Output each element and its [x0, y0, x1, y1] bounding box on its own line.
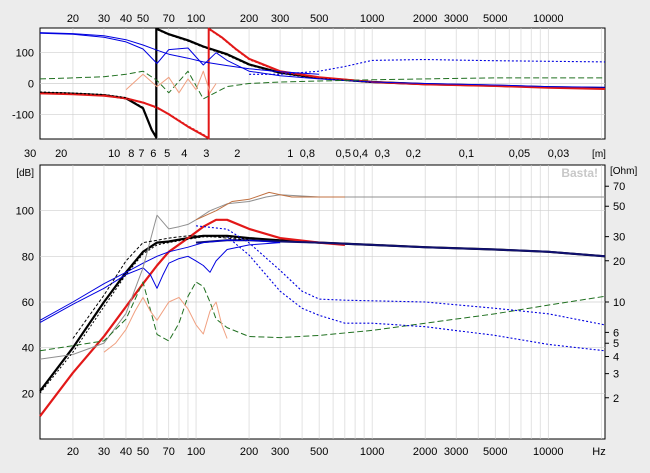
- phase-y-tick-label: 100: [16, 48, 34, 60]
- spl-blue-thin-line: [39, 242, 281, 324]
- impedance-tick-label: 5: [613, 338, 619, 350]
- impedance-tick-label: 70: [613, 181, 625, 193]
- wavelength-tick-label: 6: [150, 148, 156, 160]
- top-frequency-tick-label: 10000: [533, 13, 564, 25]
- frequency-tick-label: 10000: [533, 446, 564, 458]
- top-frequency-tick-label: 500: [310, 13, 328, 25]
- impedance-tick-label: 2: [613, 393, 619, 405]
- spl-brown-line: [195, 191, 345, 221]
- impedance-tick-label: 50: [613, 201, 625, 213]
- frequency-tick-label: 500: [310, 446, 328, 458]
- wavelength-tick-label: 30: [24, 148, 36, 160]
- frequency-tick-label: 1000: [360, 446, 384, 458]
- y2-axis-unit-label: [Ohm]: [610, 166, 637, 177]
- brand-watermark: Basta!: [561, 166, 598, 180]
- frequency-tick-label: 200: [240, 446, 258, 458]
- frequency-tick-label: 50: [137, 446, 149, 458]
- top-frequency-tick-label: 30: [98, 13, 110, 25]
- phase-dotted-black-line: [39, 28, 373, 139]
- wavelength-tick-label: 0,4: [353, 148, 368, 160]
- frequency-tick-label: 40: [120, 446, 132, 458]
- top-frequency-tick-label: 50: [137, 13, 149, 25]
- phase-axes: 20 30 40 50 70 100 200 300 500 1000 2000 3000 5000 10…: [12, 13, 606, 160]
- wavelength-tick-label: 3: [203, 148, 209, 160]
- wavelength-tick-label: 0,1: [459, 148, 474, 160]
- frequency-tick-label: 5000: [483, 446, 507, 458]
- top-frequency-tick-label: 300: [271, 13, 289, 25]
- spl-y-tick-label: 80: [22, 251, 34, 263]
- impedance-tick-label: 6: [613, 327, 619, 339]
- phase-dotted-red-line: [103, 28, 320, 139]
- wavelength-tick-label: 0,5: [336, 148, 351, 160]
- frequency-tick-label: 30: [98, 446, 110, 458]
- top-frequency-tick-label: 200: [240, 13, 258, 25]
- phase-green-line: [39, 70, 605, 100]
- top-frequency-tick-label: 3000: [444, 13, 468, 25]
- frequency-tick-label: 70: [163, 446, 175, 458]
- spl-y-tick-label: 100: [16, 206, 34, 218]
- phase-blue-dotted-line: [249, 58, 606, 75]
- frequency-tick-label: 300: [271, 446, 289, 458]
- wavelength-tick-label: 20: [55, 148, 67, 160]
- top-frequency-tick-label: 40: [120, 13, 132, 25]
- frequency-tick-label: 3000: [444, 446, 468, 458]
- top-frequency-tick-label: 100: [187, 13, 205, 25]
- wavelength-tick-label: 8: [128, 148, 134, 160]
- impedance-tick-label: 3: [613, 369, 619, 381]
- phase-series: [39, 27, 606, 140]
- phase-y-tick-label: 0: [28, 79, 34, 91]
- impedance-tick-label: 10: [613, 297, 625, 309]
- wavelength-tick-label: 0,05: [509, 148, 530, 160]
- frequency-tick-label: 20: [67, 446, 79, 458]
- impedance-blue-dotted-line: [195, 225, 606, 326]
- frequency-tick-label: 100: [187, 446, 205, 458]
- wavelength-tick-label: 4: [181, 148, 187, 160]
- top-frequency-tick-label: 1000: [360, 13, 384, 25]
- wavelength-tick-label: 0,03: [548, 148, 569, 160]
- impedance-tick-label: 4: [613, 352, 619, 364]
- top-frequency-tick-label: 5000: [483, 13, 507, 25]
- wavelength-tick-label: 1: [287, 148, 293, 160]
- top-frequency-tick-label: 70: [163, 13, 175, 25]
- phase-y-tick-label: -100: [12, 109, 34, 121]
- spl-woofer-line: [39, 218, 345, 417]
- impedance-tick-label: 30: [613, 232, 625, 244]
- phase-blue-smooth-line: [39, 32, 320, 75]
- spl-y-tick-label: 20: [22, 388, 34, 400]
- phase-salmon-line: [125, 70, 217, 94]
- spl-dotted-black-line: [39, 236, 250, 394]
- frequency-tick-label: 2000: [413, 446, 437, 458]
- wavelength-unit-label: [m]: [592, 149, 606, 160]
- spl-y-tick-label: 40: [22, 343, 34, 355]
- spl-salmon-line: [103, 296, 228, 353]
- impedance-tick-label: 20: [613, 256, 625, 268]
- wavelength-tick-label: 0,8: [300, 148, 315, 160]
- phase-blue-thin-line: [39, 32, 606, 88]
- spl-grid: [40, 165, 605, 439]
- wavelength-tick-label: 2: [234, 148, 240, 160]
- wavelength-tick-label: 0,3: [375, 148, 390, 160]
- spl-gray-driver-line: [39, 194, 605, 360]
- spl-y-tick-label: 60: [22, 297, 34, 309]
- impedance-blue-dotted-2-line: [226, 236, 606, 352]
- impedance-green-line: [39, 281, 606, 352]
- wavelength-tick-label: 5: [164, 148, 170, 160]
- spl-axes: 20 30 40 50 70 100 200 300 500 1000 2000 3000 5000 10…: [16, 166, 638, 458]
- x-axis-unit-label: Hz: [592, 446, 605, 458]
- wavelength-tick-label: 10: [108, 148, 120, 160]
- y-axis-unit-label: [dB]: [16, 168, 34, 179]
- top-frequency-tick-label: 20: [67, 13, 79, 25]
- top-frequency-tick-label: 2000: [413, 13, 437, 25]
- spl-series: [39, 191, 606, 417]
- wavelength-tick-label: 0,2: [406, 148, 421, 160]
- wavelength-tick-label: 7: [138, 148, 144, 160]
